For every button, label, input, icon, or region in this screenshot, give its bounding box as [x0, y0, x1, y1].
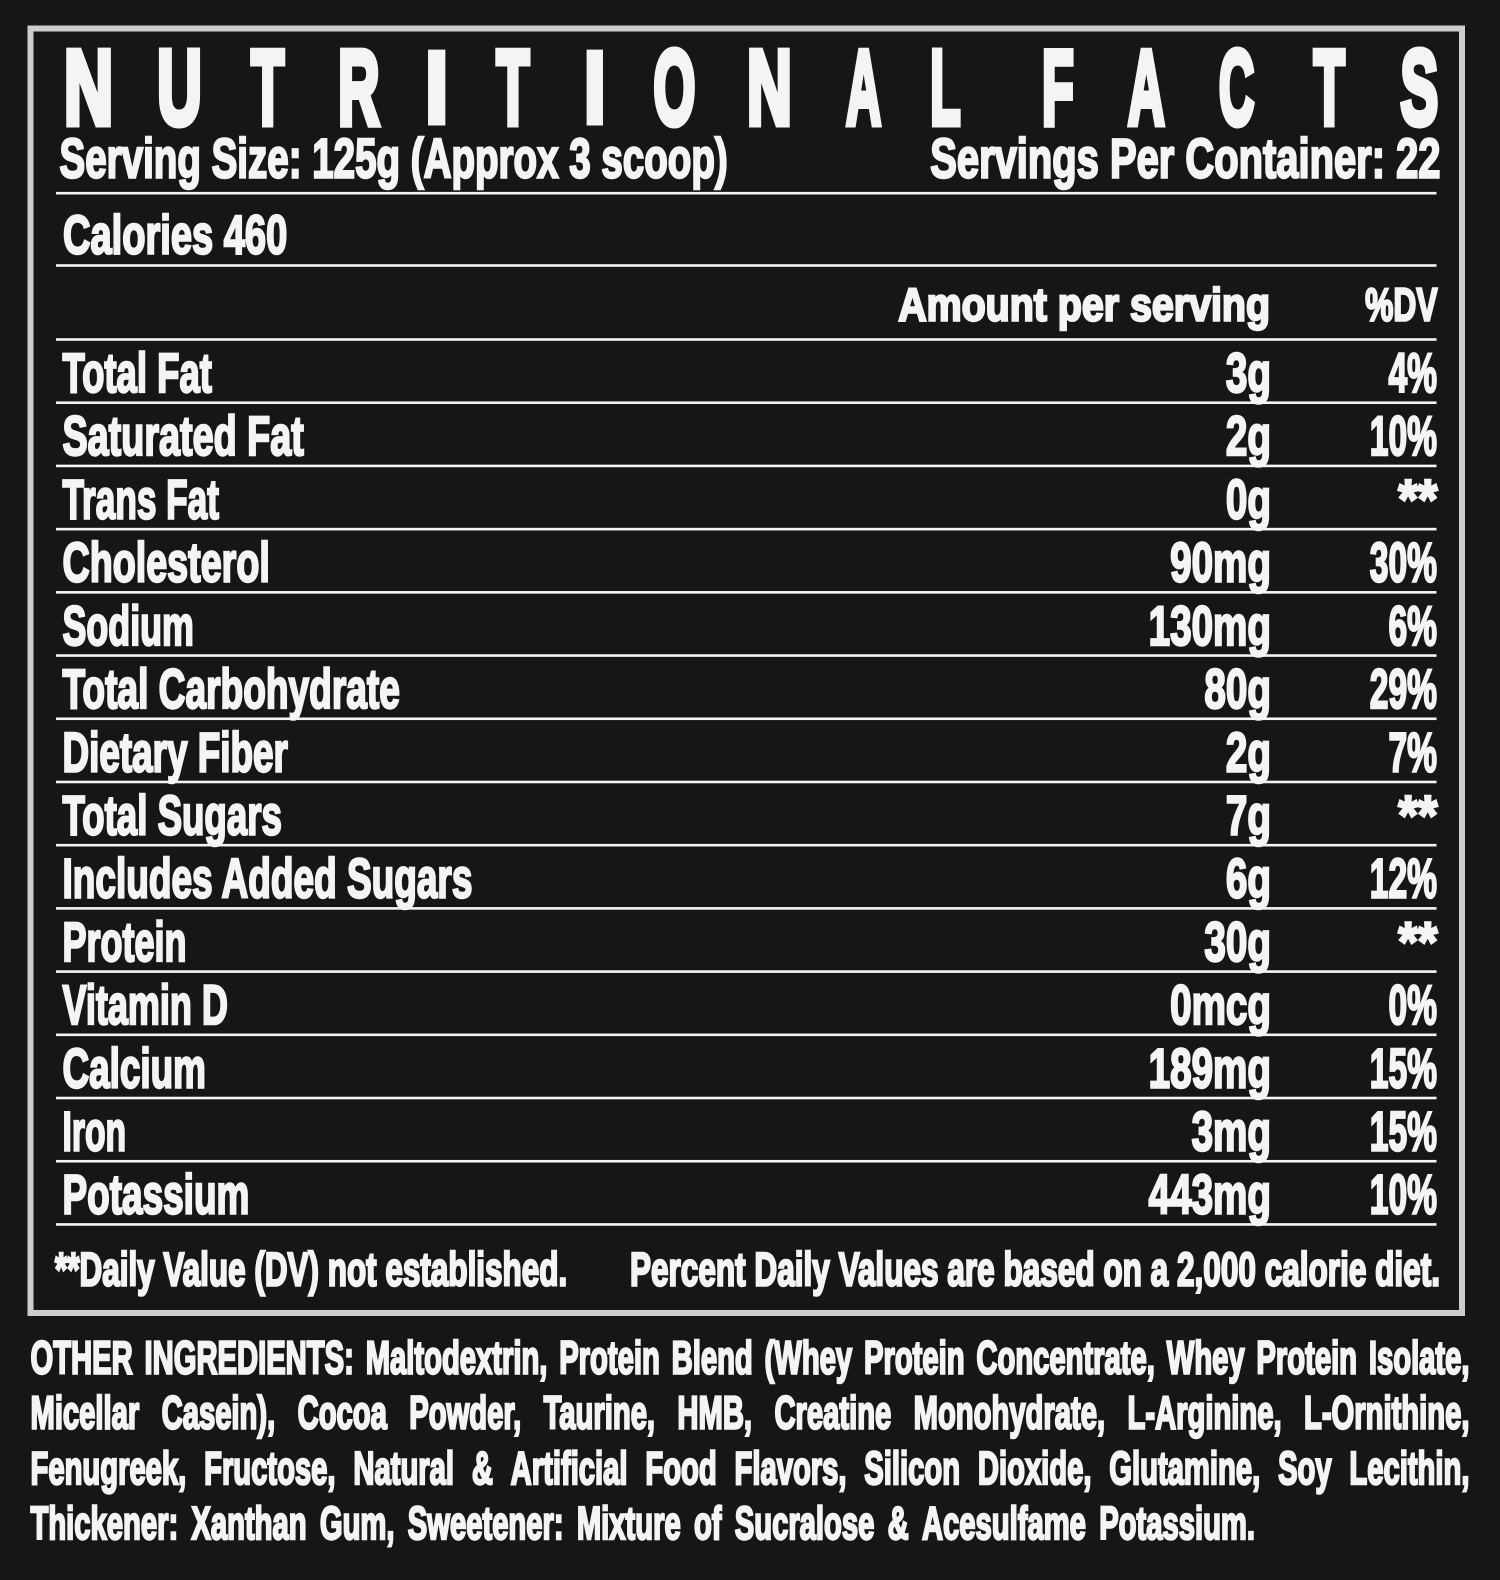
svg-text:Vitamin D: Vitamin D [63, 973, 228, 1036]
svg-text:N: N [747, 29, 792, 147]
svg-text:T: T [1314, 28, 1345, 147]
svg-text:Amount per serving: Amount per serving [898, 279, 1270, 331]
svg-text:7%: 7% [1388, 720, 1437, 783]
svg-text:4%: 4% [1388, 341, 1437, 404]
svg-text:30g: 30g [1204, 911, 1271, 974]
svg-text:Total Fat: Total Fat [63, 342, 213, 405]
svg-text:Calcium: Calcium [63, 1038, 206, 1101]
svg-text:N: N [64, 28, 113, 147]
svg-text:Fenugreek,Fructose,Natural&Art: Fenugreek, Fructose, Natural & Artificial Foo… [31, 1443, 1470, 1494]
svg-text:29%: 29% [1370, 657, 1437, 720]
svg-text:10%: 10% [1370, 404, 1437, 467]
svg-text:Protein: Protein [63, 910, 187, 973]
svg-text:R: R [338, 29, 379, 147]
svg-text:15%: 15% [1370, 1036, 1437, 1099]
svg-text:I: I [423, 29, 451, 147]
svg-text:L: L [930, 28, 960, 147]
svg-text:3mg: 3mg [1192, 1100, 1271, 1163]
svg-text:6g: 6g [1226, 848, 1271, 911]
svg-text:I: I [582, 29, 608, 147]
svg-text:Trans Fat: Trans Fat [63, 468, 219, 530]
svg-text:Sodium: Sodium [63, 594, 194, 657]
svg-text:90mg: 90mg [1170, 532, 1271, 595]
svg-text:Total Sugars: Total Sugars [63, 785, 282, 848]
svg-text:T: T [496, 28, 529, 147]
svg-text:**Daily Value (DV) not establi: **Daily Value (DV) not established. [55, 1244, 567, 1296]
svg-text:Includes Added Sugars: Includes Added Sugars [63, 848, 473, 911]
svg-text:15%: 15% [1370, 1100, 1437, 1163]
svg-text:A: A [846, 29, 881, 147]
svg-text:10%: 10% [1370, 1163, 1437, 1226]
svg-text:Percent Daily Values are based: Percent Daily Values are based on a 2,00… [630, 1244, 1440, 1296]
svg-text:%DV: %DV [1365, 280, 1438, 331]
svg-text:Servings Per Container: 22: Servings Per Container: 22 [930, 128, 1440, 190]
svg-text:Saturated Fat: Saturated Fat [63, 406, 304, 468]
svg-text:0mcg: 0mcg [1170, 974, 1271, 1037]
svg-text:Potassium: Potassium [63, 1164, 250, 1227]
svg-text:Serving Size: 125g (Approx 3 s: Serving Size: 125g (Approx 3 scoop) [60, 127, 728, 190]
svg-text:189mg: 189mg [1149, 1037, 1271, 1100]
svg-text:A: A [1128, 28, 1165, 147]
svg-text:S: S [1400, 28, 1438, 147]
svg-text:Dietary Fiber: Dietary Fiber [63, 722, 288, 785]
svg-text:130mg: 130mg [1149, 595, 1271, 658]
svg-text:Total Carbohydrate: Total Carbohydrate [63, 658, 400, 720]
svg-text:3g: 3g [1226, 342, 1271, 405]
svg-text:12%: 12% [1370, 847, 1437, 910]
svg-text:**: ** [1398, 785, 1437, 847]
svg-text:O: O [654, 28, 696, 147]
svg-text:443mg: 443mg [1149, 1164, 1271, 1227]
svg-text:Iron: Iron [63, 1100, 127, 1163]
svg-text:0%: 0% [1388, 973, 1437, 1036]
svg-text:C: C [1219, 29, 1254, 147]
svg-text:7g: 7g [1226, 784, 1271, 847]
svg-text:**: ** [1398, 469, 1437, 531]
svg-text:T: T [251, 28, 284, 147]
svg-text:F: F [1042, 27, 1074, 146]
svg-text:2g: 2g [1226, 405, 1271, 468]
svg-text:Calories 460: Calories 460 [63, 204, 287, 266]
svg-text:30%: 30% [1370, 531, 1437, 594]
svg-text:6%: 6% [1388, 594, 1437, 657]
svg-text:2g: 2g [1226, 721, 1271, 784]
svg-text:0g: 0g [1226, 468, 1271, 531]
svg-text:80g: 80g [1204, 658, 1271, 721]
svg-text:U: U [157, 30, 202, 147]
svg-text:**: ** [1398, 911, 1437, 973]
svg-text:Cholesterol: Cholesterol [63, 532, 270, 594]
